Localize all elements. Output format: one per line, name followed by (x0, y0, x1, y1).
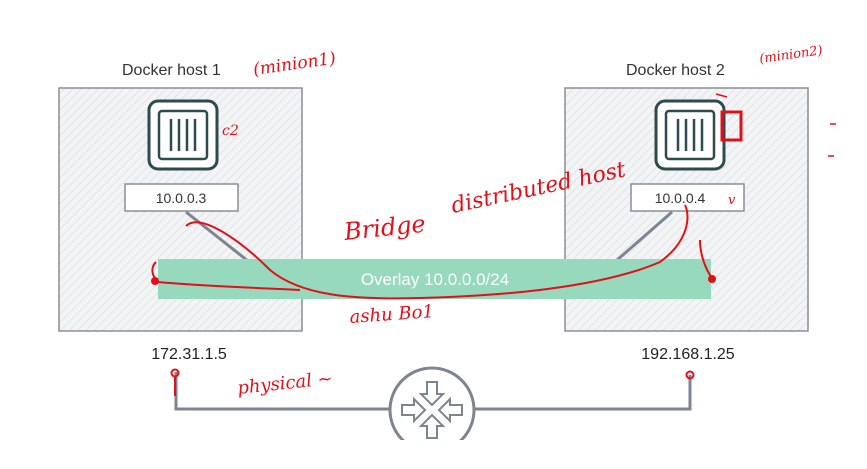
annotation-physical: physical ~ (236, 368, 333, 399)
annotation-ashu-bo1: ashu Bo1 (349, 301, 435, 328)
annotation-c2: c2 (222, 123, 239, 139)
annotation-dot-phys-right (685, 370, 695, 380)
container-ip-box-2 (630, 183, 745, 212)
container-icon (654, 99, 726, 171)
annotation-check: v (728, 193, 736, 208)
annotation-minion2: (minion2) (758, 43, 823, 67)
annotation-bridge: Bridge (342, 210, 427, 246)
annotation-minion1: (minion1) (252, 49, 337, 80)
annotation-dot-phys-left (170, 368, 180, 378)
physical-ip-1: 172.31.1.5 (151, 346, 227, 363)
annotation-curve (185, 204, 689, 300)
annotation-curve-left (151, 261, 301, 291)
annotation-dot-right (708, 275, 716, 283)
container-ip-box-1 (124, 183, 239, 212)
container-icon (147, 99, 219, 171)
annotation-dot-left (151, 277, 159, 285)
router-icon (388, 366, 476, 454)
annotation-highlight-box (720, 110, 743, 142)
veth-link-1 (185, 210, 249, 263)
container-ip-2: 10.0.0.4 (655, 190, 706, 206)
overlay-network-bar (158, 259, 711, 299)
physical-ip-2: 192.168.1.25 (641, 346, 735, 363)
overlay-network-label: Overlay 10.0.0.0/24 (361, 270, 509, 289)
veth-link-2 (615, 210, 673, 263)
docker-host-2-title: Docker host 2 (626, 62, 725, 79)
container-ip-1: 10.0.0.3 (156, 190, 207, 206)
docker-host-1-title: Docker host 1 (122, 62, 221, 79)
